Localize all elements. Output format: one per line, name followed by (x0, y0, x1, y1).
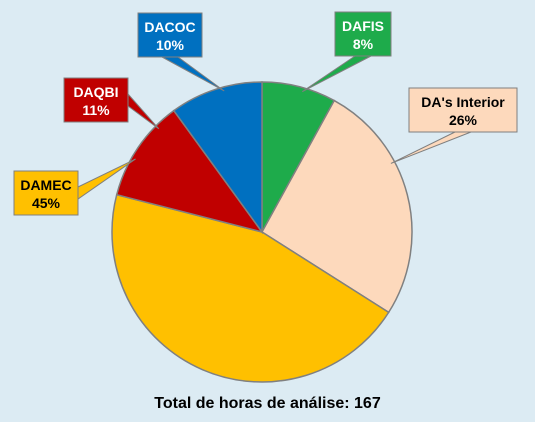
callout-dacoc: DACOC 10% (137, 12, 225, 92)
callout-box (137, 12, 203, 58)
callout-dafis: DAFIS 8% (301, 11, 392, 93)
callout-box (334, 11, 392, 57)
callout-damec: DAMEC 45% (13, 158, 136, 216)
callout-box (13, 170, 79, 216)
slice-percent: 11% (82, 102, 110, 118)
callout-pointer (127, 92, 160, 130)
callout-pointer (390, 131, 472, 164)
pie-slice-damec (111, 193, 390, 383)
callout-da-s-interior: DA's Interior 26% (390, 87, 518, 164)
pie-slice-dacoc (172, 81, 263, 235)
callout-pointer (161, 56, 225, 92)
slice-percent: 45% (32, 195, 61, 211)
slice-label: DAMEC (20, 177, 71, 193)
slice-percent: 26% (449, 112, 478, 128)
callout-box (63, 77, 129, 123)
slice-percent: 10% (156, 37, 185, 53)
total-hours-caption: Total de horas de análise: 167 (154, 395, 381, 412)
callout-daqbi: DAQBI 11% (63, 77, 160, 130)
slice-label: DAQBI (73, 84, 118, 100)
pie-slice-daqbi (115, 109, 264, 234)
slice-label: DA's Interior (421, 94, 505, 110)
slice-label: DAFIS (342, 18, 384, 34)
slice-label: DACOC (144, 19, 195, 35)
slice-percent: 8% (353, 36, 374, 52)
callout-box (408, 87, 518, 133)
callout-pointer (301, 55, 372, 93)
pie-slice-da-s-interior (261, 99, 413, 314)
